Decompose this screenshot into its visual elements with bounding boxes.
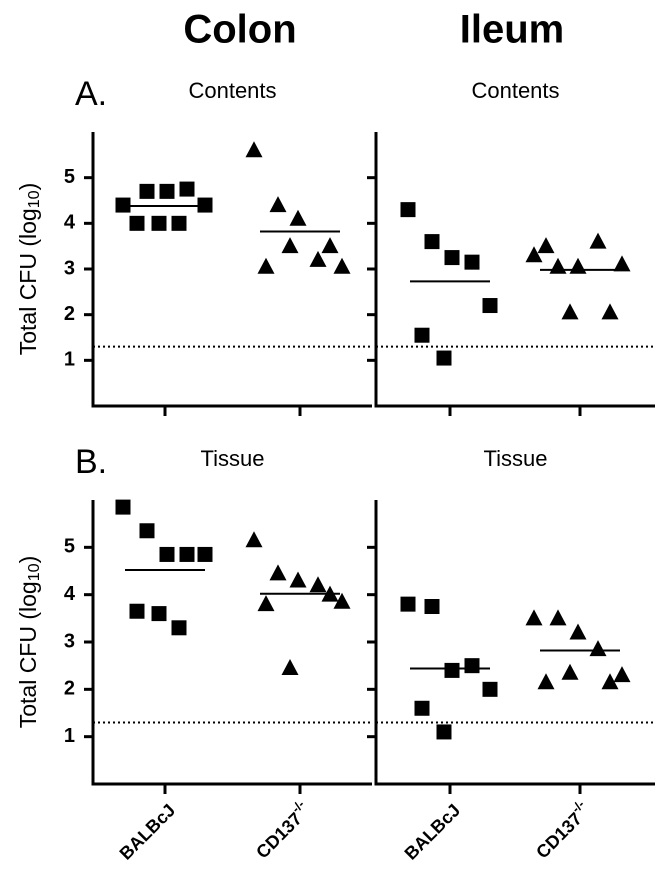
triangle-marker (537, 237, 555, 254)
square-marker (115, 197, 131, 213)
triangle-marker (289, 571, 307, 588)
x-tick-label: BALBcJ (401, 800, 465, 864)
chart-title: Contents (188, 78, 276, 103)
x-tick-label: CD137-/- (250, 798, 315, 863)
triangle-marker (309, 576, 327, 593)
chart-title: Tissue (484, 446, 548, 471)
square-marker (436, 350, 452, 366)
square-marker (482, 681, 498, 697)
triangle-marker (333, 592, 351, 609)
square-marker (464, 254, 480, 270)
square-marker (424, 599, 440, 614)
triangle-marker (549, 257, 567, 274)
triangle-marker (569, 257, 587, 274)
square-marker (159, 183, 175, 199)
triangle-marker (281, 237, 299, 254)
panel-label: A. (75, 75, 107, 113)
triangle-marker (525, 246, 543, 263)
triangle-marker (257, 257, 275, 274)
square-marker (414, 327, 430, 343)
chart-title: Contents (471, 78, 559, 103)
triangle-marker (613, 255, 631, 272)
y-tick-label: 2 (64, 678, 75, 700)
square-marker (159, 546, 175, 562)
square-marker (129, 215, 145, 231)
square-marker (171, 215, 187, 231)
square-marker (197, 546, 213, 562)
y-tick-label: 1 (64, 725, 75, 747)
square-marker (414, 700, 430, 716)
y-axis-title: Total CFU (log10) (15, 556, 43, 729)
y-tick-label: 5 (64, 166, 75, 188)
square-marker (444, 662, 460, 678)
triangle-marker (601, 303, 619, 320)
triangle-marker (561, 303, 579, 320)
y-tick-label: 2 (64, 303, 75, 325)
triangle-marker (561, 663, 579, 680)
y-axis-title: Total CFU (log10) (15, 183, 43, 356)
triangle-marker (269, 196, 287, 213)
square-marker (464, 658, 480, 674)
square-marker (115, 499, 131, 515)
y-tick-label: 3 (64, 257, 75, 279)
square-marker (151, 606, 167, 622)
square-marker (171, 620, 187, 636)
triangle-marker (245, 531, 263, 548)
y-tick-label: 4 (64, 583, 76, 605)
square-marker (151, 215, 167, 231)
y-tick-label: 4 (64, 212, 76, 234)
y-tick-label: 5 (64, 536, 75, 558)
triangle-marker (589, 640, 607, 657)
square-marker (482, 298, 498, 314)
square-marker (424, 234, 440, 250)
square-marker (139, 523, 155, 539)
triangle-marker (269, 564, 287, 581)
triangle-marker (525, 609, 543, 626)
y-tick-label: 1 (64, 349, 75, 371)
x-tick-label: BALBcJ (116, 800, 180, 864)
triangle-marker (281, 659, 299, 676)
triangle-marker (601, 673, 619, 690)
triangle-marker (257, 595, 275, 612)
triangle-marker (569, 623, 587, 640)
triangle-marker (549, 609, 567, 626)
square-marker (179, 181, 195, 197)
square-marker (444, 250, 460, 266)
triangle-marker (309, 250, 327, 267)
square-marker (139, 183, 155, 199)
square-marker (400, 596, 416, 612)
square-marker (400, 202, 416, 218)
triangle-marker (613, 666, 631, 683)
chart-title: Tissue (201, 446, 265, 471)
column-title: Colon (183, 8, 296, 52)
triangle-marker (333, 257, 351, 274)
triangle-marker (289, 209, 307, 226)
y-tick-label: 3 (64, 630, 75, 652)
column-title: Ileum (460, 8, 564, 52)
square-marker (179, 546, 195, 562)
triangle-marker (245, 141, 263, 158)
panel-label: B. (75, 443, 107, 481)
x-tick-label: CD137-/- (530, 798, 595, 863)
triangle-marker (537, 673, 555, 690)
triangle-marker (321, 237, 339, 254)
square-marker (129, 603, 145, 619)
triangle-marker (589, 232, 607, 249)
square-marker (436, 724, 452, 740)
